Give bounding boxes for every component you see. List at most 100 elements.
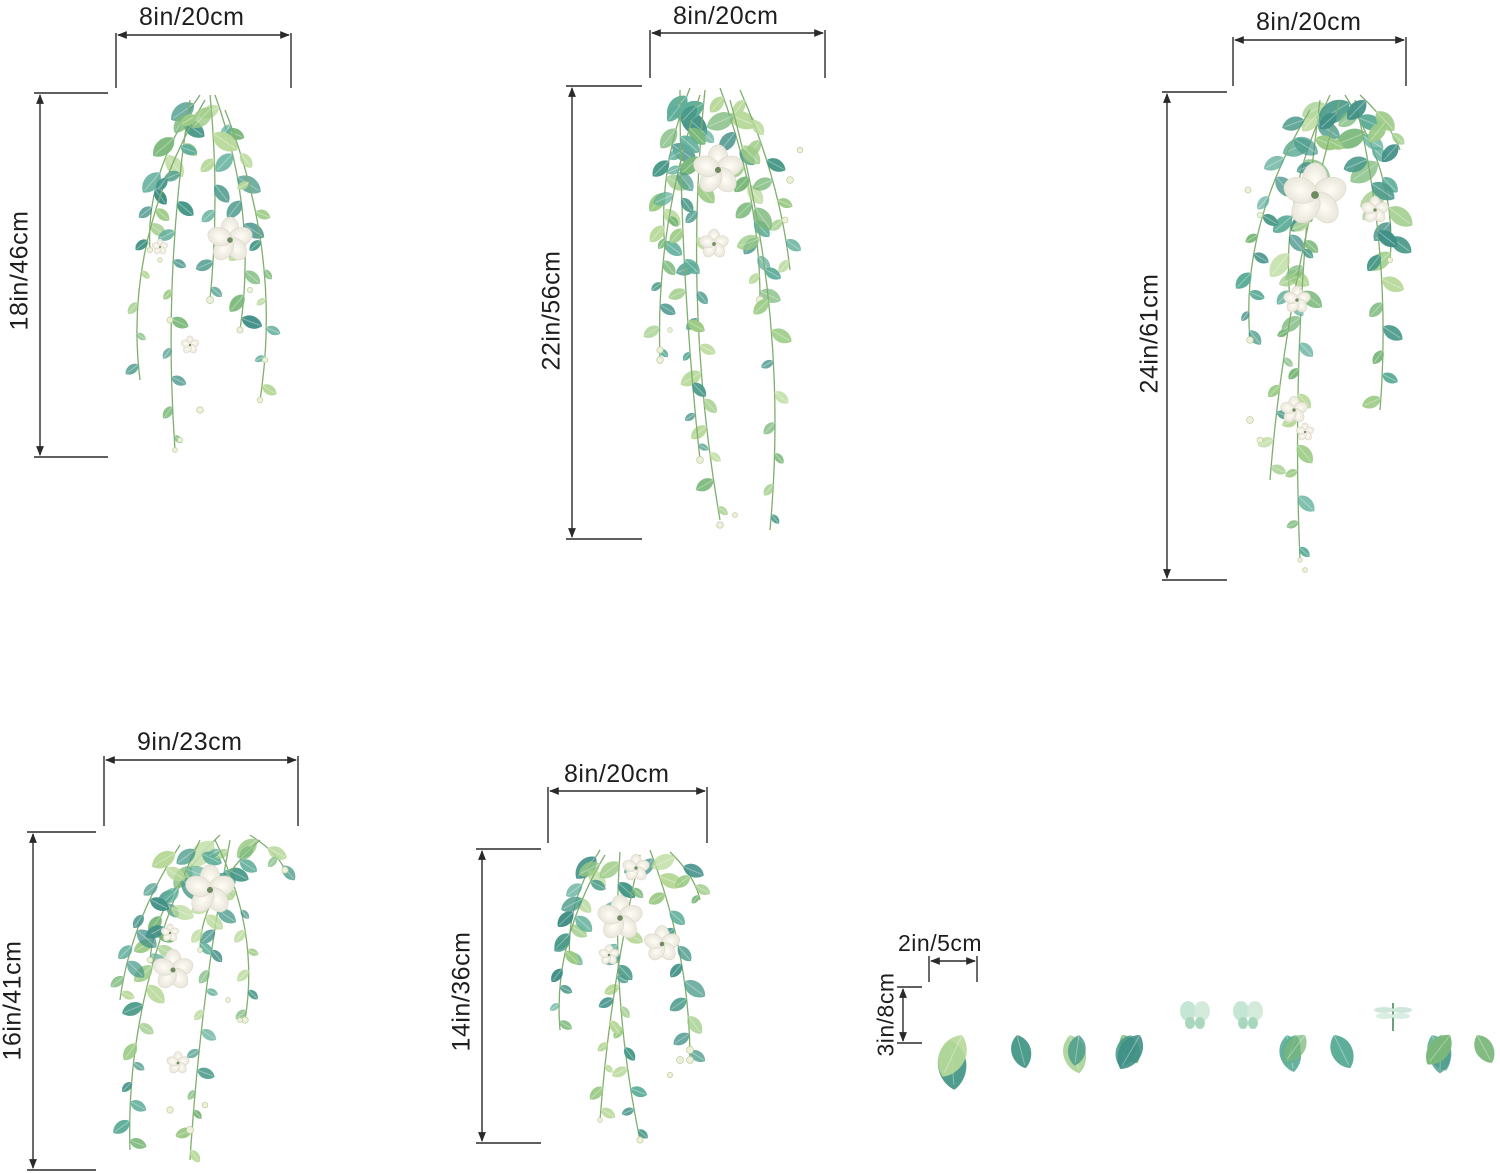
flower <box>622 853 650 881</box>
leaf <box>732 99 746 116</box>
leaf <box>609 1020 621 1035</box>
leaf <box>248 989 258 1000</box>
leaf <box>1383 325 1403 341</box>
leaf <box>171 316 189 329</box>
leaf <box>136 929 157 949</box>
butterfly-icon <box>1233 1001 1263 1029</box>
leaf <box>696 478 714 492</box>
leaf <box>616 975 629 984</box>
leaf <box>770 219 783 231</box>
leaf <box>753 207 773 230</box>
leaf <box>692 382 707 397</box>
leaf <box>691 895 700 904</box>
leaf <box>239 153 253 168</box>
leaf <box>153 137 175 157</box>
foliage-artwork <box>110 87 1495 1163</box>
leaf <box>1288 368 1300 380</box>
leaf <box>149 897 169 911</box>
leaf <box>197 1067 215 1079</box>
leaf <box>241 315 263 329</box>
leaf <box>689 1050 706 1063</box>
leaf <box>660 303 676 316</box>
leaf <box>256 297 266 306</box>
leaf <box>612 1066 628 1078</box>
leaf <box>559 1020 572 1030</box>
leaf <box>1299 546 1310 557</box>
leaf <box>683 863 704 878</box>
leaf <box>176 848 196 865</box>
leaf <box>1381 144 1399 162</box>
leaf <box>566 883 583 897</box>
leaf <box>668 288 686 300</box>
leaf <box>268 856 278 867</box>
leaf <box>211 949 223 962</box>
decal-2-width-label: 8in/20cm <box>673 2 779 30</box>
leaf <box>207 848 220 858</box>
leaf <box>682 352 691 361</box>
leaf <box>600 1107 616 1119</box>
flower <box>1295 422 1315 441</box>
leaf <box>1297 495 1315 512</box>
leaf <box>205 914 223 930</box>
leaf <box>1388 206 1413 227</box>
leaf <box>240 909 250 919</box>
flower <box>1361 195 1389 223</box>
leaf <box>229 294 245 312</box>
leaf <box>1245 233 1258 243</box>
leaf <box>736 234 761 251</box>
leaf <box>1474 1035 1495 1063</box>
decal-6-illustration <box>937 1001 1495 1090</box>
decal-5-illustration <box>550 849 711 1144</box>
leaf <box>1288 234 1305 252</box>
leaf <box>146 984 165 1004</box>
flower <box>207 216 253 261</box>
leaf <box>171 904 194 920</box>
leaf <box>1283 357 1293 367</box>
leaf <box>667 165 681 175</box>
leaf <box>121 990 135 1000</box>
leaf <box>684 980 706 998</box>
leaf <box>206 988 218 996</box>
leaf <box>173 259 187 269</box>
leaf <box>1362 395 1381 409</box>
leaf <box>1271 464 1287 475</box>
leaf <box>122 1081 132 1092</box>
leaf <box>695 884 711 895</box>
leaf <box>687 319 705 333</box>
leaf <box>683 259 700 275</box>
flower <box>180 335 200 354</box>
leaf <box>1269 253 1290 277</box>
leaf <box>778 259 790 273</box>
butterfly-icon <box>1180 1001 1210 1029</box>
leaf <box>696 291 708 304</box>
decal-3-illustration <box>1235 94 1413 573</box>
leaf <box>668 216 679 227</box>
flower <box>1280 395 1308 423</box>
leaf <box>1382 372 1398 384</box>
leaf <box>1282 116 1305 131</box>
leaf <box>1426 1034 1452 1065</box>
flower <box>598 944 620 965</box>
leaf <box>620 1006 630 1018</box>
leaf <box>239 859 258 873</box>
leaf <box>214 184 230 203</box>
leaf <box>113 1119 130 1134</box>
flower <box>699 228 729 258</box>
leaf <box>687 1016 703 1034</box>
leaf <box>139 1022 154 1035</box>
leaf <box>247 948 259 956</box>
leaf <box>578 861 600 877</box>
leaf <box>550 1003 560 1011</box>
decal-6-width-label: 2in/5cm <box>898 930 983 956</box>
leaf <box>777 198 793 209</box>
leaf <box>193 1109 202 1119</box>
decal-1-width-label: 8in/20cm <box>139 3 245 31</box>
leaf <box>237 969 249 982</box>
decal-6-height-label: 3in/8cm <box>872 972 899 1057</box>
decal-5-width-label: 8in/20cm <box>564 760 670 788</box>
leaf <box>637 1129 648 1139</box>
leaf <box>1117 1035 1144 1070</box>
leaf <box>1068 1035 1086 1066</box>
leaf <box>752 177 773 191</box>
